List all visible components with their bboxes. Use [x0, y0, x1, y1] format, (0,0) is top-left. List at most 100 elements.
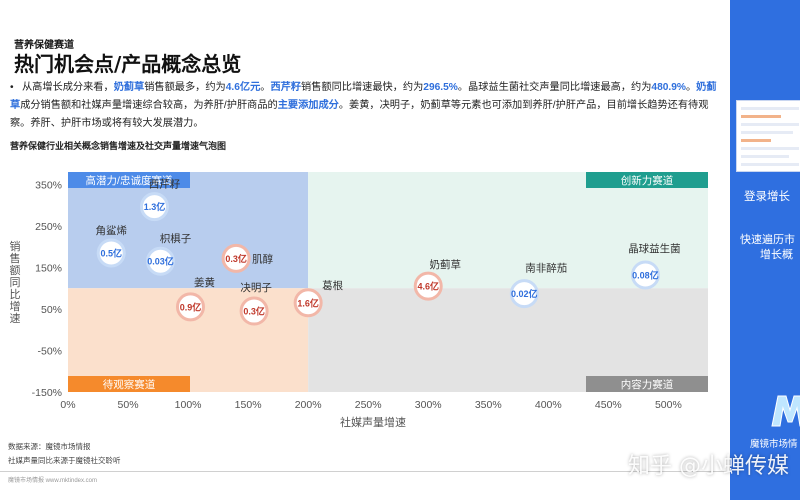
bubble-name-label: 奶蓟草 [429, 258, 461, 271]
description-segment: 销售额最多，约为 [144, 82, 226, 93]
watermark: 知乎 @小蝉传媒 [628, 454, 789, 479]
bubble-point [413, 271, 443, 301]
description-text: 从高增长成分来看，奶蓟草销售额最多，约为4.6亿元。西芹籽销售额同比增速最快，约… [10, 82, 717, 129]
bubble-value-label: 4.6亿 [417, 281, 439, 292]
description-segment: 。 [260, 82, 271, 93]
x-tick-label: 350% [475, 399, 502, 411]
bubble-value-label: 0.3亿 [243, 306, 265, 317]
bubble-value-label: 0.3亿 [225, 253, 247, 264]
quadrant-content [308, 288, 708, 392]
quadrant-label-watch: 待观察赛道 [103, 378, 156, 391]
slide: 营养保健赛道 热门机会点/产品概念总览 • 从高增长成分来看，奶蓟草销售额最多，约… [0, 40, 730, 484]
bubble-value-label: 1.6亿 [297, 297, 319, 308]
bubble-name-label: 决明子 [240, 282, 272, 294]
bubble-value-label: 1.3亿 [144, 201, 166, 212]
x-tick-label: 400% [535, 399, 562, 411]
bubble-name-label: 南非醉茄 [525, 262, 567, 275]
bubble-value-label: 0.5亿 [100, 247, 122, 258]
y-axis-label-char: 额 [10, 264, 21, 277]
highlight-text: 奶蓟草 [113, 82, 145, 93]
y-tick-label: 150% [35, 262, 62, 274]
section-label: 营养保健赛道 [14, 40, 74, 51]
highlight-text: 奶蓟草 [10, 82, 717, 111]
x-tick-label: 0% [60, 399, 75, 411]
y-axis-label-char: 速 [10, 312, 21, 325]
bubble-name-label: 葛根 [322, 279, 343, 292]
x-tick-label: 250% [355, 399, 382, 411]
bubble-point [139, 192, 169, 222]
bubble-point [293, 288, 323, 318]
chart-title: 营养保健行业相关概念销售增速及社交声量增速气泡图 [10, 141, 227, 151]
quadrant-label-high-potential-bg [68, 172, 190, 188]
bubble-name-label: 西芹籽 [149, 179, 181, 191]
side-preview-thumbnail[interactable] [736, 100, 800, 172]
bubble-point [145, 246, 175, 276]
footer-brand: 魔镜市场情报 www.mktindex.com [8, 478, 98, 484]
page-title: 热门机会点/产品概念总览 [14, 52, 242, 76]
description-segment: 。姜黄，决明子，奶蓟草等元素也可添加到养肝/护肝产品，目前增长趋势还有待观察。养… [10, 100, 709, 129]
y-tick-label: 250% [35, 221, 62, 233]
brand-logo-icon [771, 395, 800, 427]
bubble-point [221, 243, 251, 273]
highlight-text: 480.9% [651, 82, 686, 93]
bubble-name-label: 姜黄 [194, 276, 215, 289]
bubble-value-label: 0.08亿 [632, 269, 659, 280]
quadrant-label-content-bg [586, 376, 708, 392]
y-axis-label-char: 销 [10, 239, 21, 253]
bubble-value-label: 0.9亿 [180, 301, 202, 312]
bubble-point [509, 279, 539, 309]
bubble-point [96, 238, 126, 268]
data-source-note: 社媒声量同比来源于魔镜社交聆听 [8, 456, 121, 465]
description-segment: 成分销售额和社媒声量增速综合较高，为养肝/护肝商品的 [20, 100, 278, 111]
x-axis-label: 社媒声量增速 [340, 415, 406, 429]
y-axis-label-char: 比 [10, 288, 21, 301]
bubble-point [630, 260, 660, 290]
bubble-name-label: 晶球益生菌 [628, 242, 681, 255]
quadrant-label-innovation-bg [586, 172, 708, 188]
bubble-value-label: 0.03亿 [147, 256, 174, 267]
x-tick-label: 100% [175, 399, 202, 411]
highlight-text: 4.6亿元 [225, 82, 261, 93]
bubble-name-label: 角鲨烯 [95, 224, 127, 237]
x-tick-label: 50% [118, 399, 139, 411]
highlight-text: 主要添加成分 [277, 100, 339, 111]
x-tick-label: 200% [295, 399, 322, 411]
highlight-text: 296.5% [423, 82, 458, 93]
quadrant-label-content: 内容力赛道 [621, 378, 674, 391]
side-login-text[interactable]: 登录增长 [744, 191, 790, 203]
description-paragraph: • 从高增长成分来看，奶蓟草销售额最多，约为4.6亿元。西芹籽销售额同比增速最快，… [10, 79, 722, 133]
y-tick-label: -150% [32, 387, 62, 399]
y-tick-label: 350% [35, 179, 62, 191]
quadrant-label-watch-bg [68, 376, 190, 392]
quadrant-label-high-potential: 高潜力/忠诚度赛道 [86, 174, 173, 187]
side-growth-text: 增长概 [760, 249, 793, 261]
x-tick-label: 450% [595, 399, 622, 411]
y-axis-label-char: 增 [10, 299, 21, 313]
bubble-point [175, 292, 205, 322]
side-panel[interactable]: 登录增长 快速遍历市 增长概 魔镜市场情 [730, 0, 800, 500]
bubble-name-label: 枳椇子 [160, 232, 192, 245]
data-source: 数据来源：魔镜市场情报 [8, 442, 91, 451]
y-tick-label: 50% [41, 304, 62, 316]
x-tick-label: 500% [655, 399, 682, 411]
quadrant-high-potential [68, 172, 309, 289]
description-segment: 从高增长成分来看， [22, 82, 114, 93]
x-tick-label: 300% [415, 399, 442, 411]
highlight-text: 西芹籽 [270, 82, 302, 93]
x-tick-label: 150% [235, 399, 262, 411]
y-tick-label: -50% [37, 345, 62, 357]
quadrant-label-innovation: 创新力赛道 [621, 174, 674, 187]
bullet-icon: • [10, 82, 14, 93]
footer-divider [0, 471, 730, 472]
bubble-value-label: 0.02亿 [511, 288, 538, 299]
description-segment: 销售额同比增速最快，约为 [301, 82, 424, 93]
y-axis-label-char: 售 [10, 251, 21, 265]
description-segment: 。晶球益生菌社交声量同比增速最高，约为 [457, 82, 652, 93]
bubble-point [239, 296, 269, 326]
bubble-name-label: 肌醇 [252, 252, 273, 265]
y-axis-label-char: 同 [10, 277, 21, 289]
side-brand-text: 魔镜市场情 [750, 439, 798, 450]
side-browse-text: 快速遍历市 [740, 234, 795, 246]
description-segment: 。 [685, 82, 697, 93]
